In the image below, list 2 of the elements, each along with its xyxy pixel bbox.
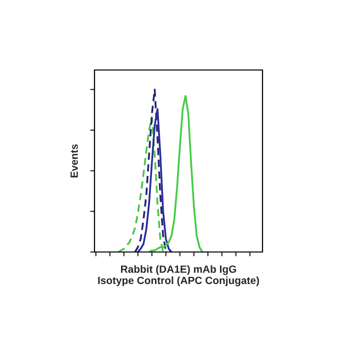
x-axis-title: Rabbit (DA1E) mAb IgG Isotype Control (APC Conjugate) xyxy=(98,265,260,286)
y-axis-title: Events xyxy=(70,144,78,178)
